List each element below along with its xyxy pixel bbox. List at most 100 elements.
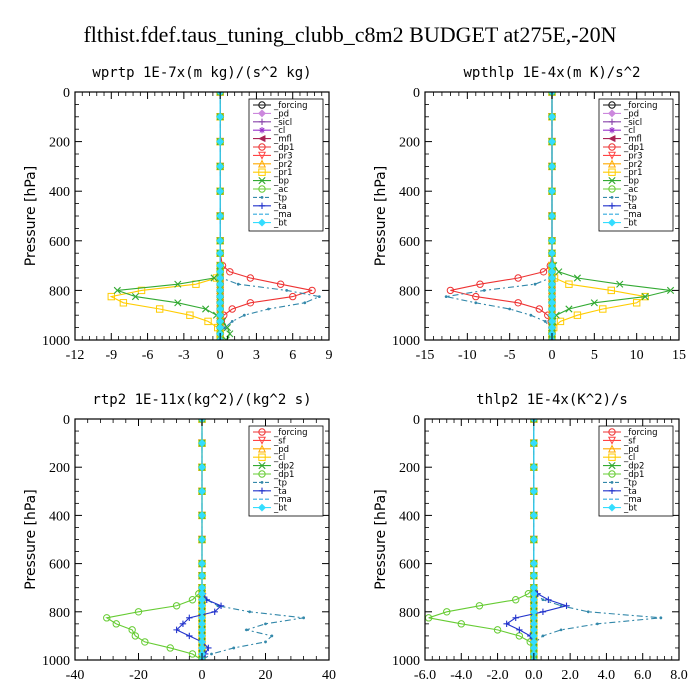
series-point xyxy=(197,439,207,448)
series-point xyxy=(559,628,563,632)
series-point xyxy=(204,317,212,326)
series-point xyxy=(529,535,538,544)
series-point xyxy=(317,295,321,298)
series-point xyxy=(134,608,143,616)
legend-label: _sf xyxy=(623,436,637,446)
series-point xyxy=(226,330,234,338)
legend-label: _bp xyxy=(273,177,289,187)
series-point xyxy=(573,311,582,319)
legend-label: _forcing xyxy=(623,101,658,111)
legend-marker xyxy=(258,428,266,436)
legend-label: _mfl xyxy=(623,135,642,145)
series-point xyxy=(666,286,675,294)
series-point xyxy=(303,301,307,305)
series-point xyxy=(529,559,538,568)
chart-panel-2: wpthlp 1E-4x(m K)/s^2 Pressure [hPa] -15 -1… xyxy=(373,65,686,363)
x-tick-label: -5 xyxy=(504,348,516,363)
series-point xyxy=(555,268,563,276)
series-point xyxy=(112,620,120,628)
series-point xyxy=(482,289,486,292)
series-point xyxy=(113,286,121,294)
legend-marker xyxy=(607,159,617,168)
y-tick-label: 800 xyxy=(49,606,70,621)
series-point xyxy=(514,299,522,307)
series-point xyxy=(236,282,240,286)
legend-label: _ma xyxy=(273,210,292,220)
series-point xyxy=(508,307,512,311)
x-tick-label: 10 xyxy=(630,348,644,363)
legend-label: _cl xyxy=(273,453,285,463)
chart-panel-1: wprtp 1E-7x(m kg)/(s^2 kg) Pressure [hPa]… xyxy=(23,65,333,363)
series-point xyxy=(512,614,519,622)
x-tick-label: -3 xyxy=(178,348,190,363)
legend-label: _ma xyxy=(623,210,642,220)
series-point xyxy=(535,305,543,313)
legend-label: _ta xyxy=(623,487,637,497)
y-tick-label: 0 xyxy=(63,413,70,428)
series-point xyxy=(607,286,615,295)
series-point xyxy=(590,299,598,307)
x-tick-label: 0 xyxy=(549,348,556,363)
series-point xyxy=(289,292,297,301)
chart-panel-3: rtp2 1E-11x(kg^2)/(kg^2 s) Pressure [hPa]… xyxy=(23,392,336,683)
legend-marker xyxy=(258,487,266,494)
x-tick-label: -40 xyxy=(66,668,85,683)
y-axis-label: Pressure [hPa] xyxy=(23,166,39,266)
x-tick-label: -20 xyxy=(129,668,148,683)
series-point xyxy=(222,336,230,340)
legend-marker xyxy=(608,134,616,143)
x-tick-label: -10 xyxy=(458,348,477,363)
panels: wprtp 1E-7x(m kg)/(s^2 kg) Pressure [hPa]… xyxy=(23,65,688,683)
legend-marker xyxy=(608,143,616,151)
x-tick-label: 15 xyxy=(672,348,686,363)
legend-box xyxy=(248,98,324,232)
series-point xyxy=(545,596,552,603)
series-point xyxy=(539,268,548,276)
series-point xyxy=(197,463,207,472)
series-point xyxy=(632,299,641,307)
series-point xyxy=(547,249,557,258)
series-point xyxy=(210,274,218,282)
legend-marker xyxy=(258,453,266,461)
series-point xyxy=(267,307,270,311)
series-point xyxy=(216,211,225,221)
legend-marker xyxy=(258,127,266,134)
legend-marker xyxy=(258,101,266,109)
legend-label: _forcing xyxy=(273,428,308,438)
legend-marker xyxy=(607,151,617,160)
legend-marker xyxy=(257,109,267,118)
series-point xyxy=(186,311,194,319)
series-point xyxy=(446,286,455,295)
y-tick-label: 200 xyxy=(49,136,70,151)
x-tick-label: 40 xyxy=(322,668,336,683)
y-axis-label: Pressure [hPa] xyxy=(373,489,389,589)
series-point xyxy=(595,622,599,626)
series-point xyxy=(529,439,538,448)
legend-marker xyxy=(257,218,267,227)
legend-marker xyxy=(608,118,616,125)
series-point xyxy=(205,644,212,652)
legend-marker xyxy=(260,481,264,484)
series-point xyxy=(547,187,557,196)
legend-label: _cl xyxy=(623,453,635,463)
series-point xyxy=(174,280,182,288)
legend-label: _forcing xyxy=(623,428,658,438)
series-point xyxy=(285,289,289,292)
x-tick-label: 0 xyxy=(217,348,224,363)
series-point xyxy=(547,137,557,146)
legend-label: _tp xyxy=(273,478,287,488)
x-tick-label: 9 xyxy=(326,348,333,363)
series-group xyxy=(444,92,675,340)
legend-label: _cl xyxy=(623,126,635,136)
x-tick-label: 6.0 xyxy=(634,668,652,683)
series-point xyxy=(529,487,538,496)
legend-marker xyxy=(260,196,264,199)
series-point xyxy=(232,646,236,650)
legend-marker xyxy=(608,453,616,461)
series-point xyxy=(216,137,225,146)
legend-marker xyxy=(608,185,616,193)
y-axis-label: Pressure [hPa] xyxy=(373,166,389,266)
series-point xyxy=(216,249,225,258)
legend-marker xyxy=(608,428,616,436)
